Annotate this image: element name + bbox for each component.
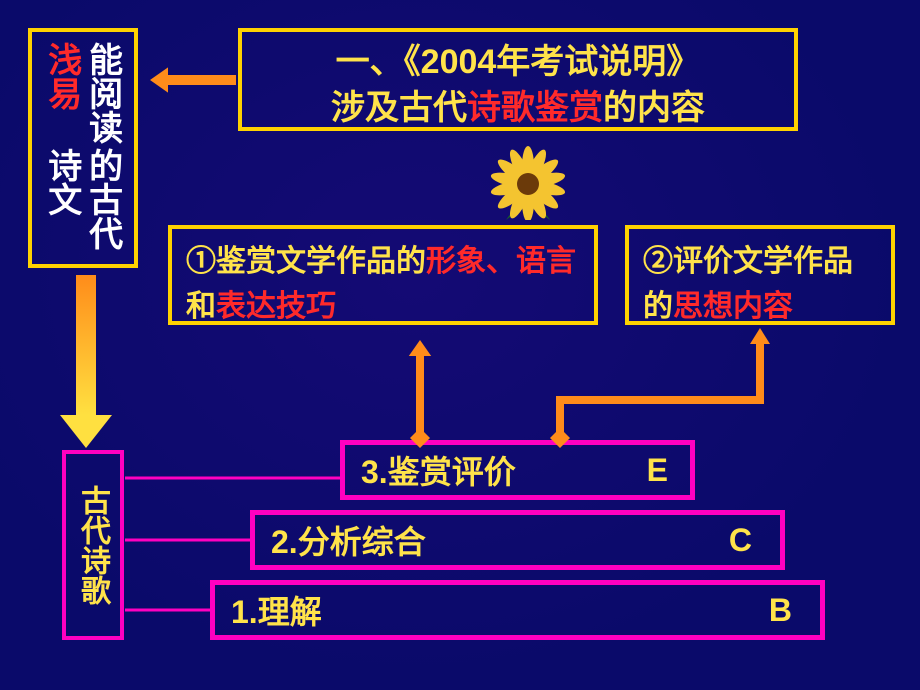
title-box: 一、《2004年考试说明》涉及古代诗歌鉴赏的内容 <box>238 28 798 131</box>
bottom-left-box: 古代诗歌 <box>62 450 124 640</box>
pyramid-row-3: 3.鉴赏评价E <box>340 440 695 500</box>
pyramid-row-2: 2.分析综合C <box>250 510 785 570</box>
pyramid-row-1-text: 1.理解B <box>215 585 820 635</box>
mid-left-text: ①鉴赏文学作品的形象、语言和表达技巧 <box>172 229 594 339</box>
pyramid-row-1: 1.理解B <box>210 580 825 640</box>
bottom-left-text: 古代诗歌 <box>66 454 118 636</box>
flower-icon <box>488 140 568 220</box>
left-top-box: 能阅读浅易的古代诗文 <box>28 28 138 268</box>
pyramid-row-2-text: 2.分析综合C <box>255 515 780 565</box>
mid-right-text: ②评价文学作品的思想内容 <box>629 229 891 339</box>
title-text: 一、《2004年考试说明》涉及古代诗歌鉴赏的内容 <box>242 32 794 140</box>
mid-left-box: ①鉴赏文学作品的形象、语言和表达技巧 <box>168 225 598 325</box>
mid-right-box: ②评价文学作品的思想内容 <box>625 225 895 325</box>
pyramid-row-3-text: 3.鉴赏评价E <box>345 445 690 495</box>
left-top-text: 能阅读浅易的古代诗文 <box>32 32 130 264</box>
